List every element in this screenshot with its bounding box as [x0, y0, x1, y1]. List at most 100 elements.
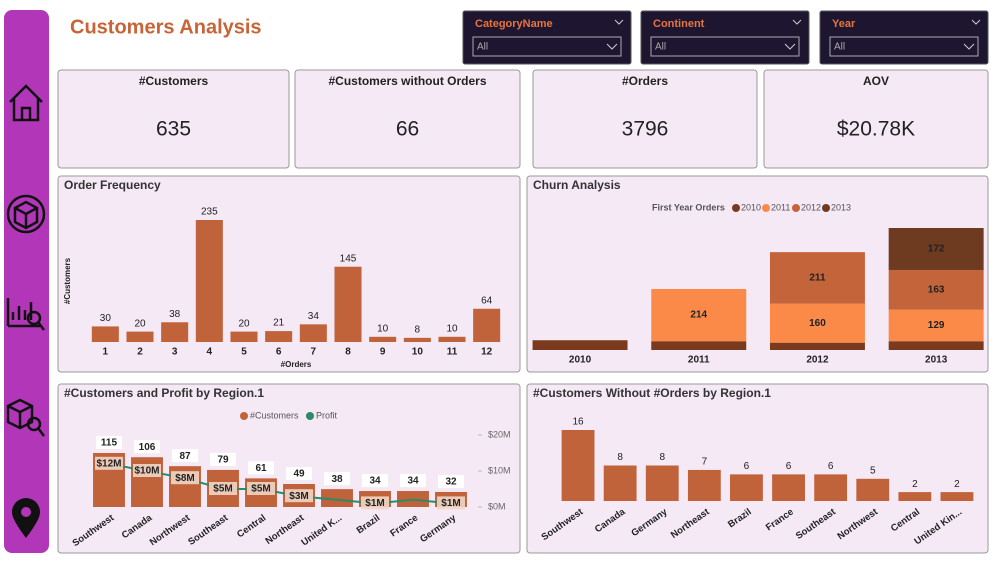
bar — [438, 336, 466, 342]
x-axis-label: #Orders — [281, 360, 312, 369]
kpi-card — [763, 69, 989, 169]
line — [108, 462, 452, 505]
location-icon-dot — [21, 507, 31, 517]
data-label: 214 — [690, 310, 707, 321]
kpi-value: $20.78K — [837, 118, 915, 141]
legend-marker — [822, 204, 830, 212]
data-label: 38 — [331, 474, 343, 485]
bar — [856, 478, 890, 501]
bar-segment — [888, 269, 984, 310]
location-icon[interactable] — [12, 498, 40, 538]
bar-segment — [769, 342, 865, 350]
kpi-label: #Customers without Orders — [328, 74, 486, 88]
y2-tick-label: $20M — [488, 429, 511, 439]
y2-tick-label: $0M — [488, 501, 506, 511]
filter-dropdown[interactable] — [472, 36, 622, 57]
data-label: 79 — [217, 455, 229, 466]
data-label-bg — [171, 471, 199, 485]
bar — [473, 308, 501, 342]
data-label: 145 — [340, 253, 357, 264]
chart-title: Churn Analysis — [533, 178, 621, 192]
bar-segment — [769, 303, 865, 343]
data-label: 172 — [928, 244, 945, 255]
bar — [265, 331, 293, 342]
bar — [940, 492, 974, 501]
data-label: 235 — [201, 207, 218, 218]
bar — [403, 337, 431, 342]
data-label: 87 — [179, 451, 191, 462]
bar — [772, 474, 805, 501]
bar — [299, 324, 327, 342]
filter-label: CategoryName — [475, 18, 553, 30]
filter-value: All — [834, 42, 845, 53]
chart-panel — [526, 383, 989, 554]
filter-chevron — [614, 19, 624, 25]
data-label: 5 — [870, 465, 876, 476]
data-label: $3M — [289, 491, 308, 502]
data-label: 106 — [139, 442, 156, 453]
data-label: 21 — [273, 318, 285, 329]
y2-tick-label: $10M — [488, 465, 511, 475]
legend-label: Profit — [316, 410, 338, 420]
report-icon[interactable] — [6, 298, 40, 328]
chart-title: #Customers Without #Orders by Region.1 — [533, 386, 771, 400]
chart-panel — [57, 175, 521, 373]
x-tick-label: 1 — [103, 347, 109, 358]
data-label-bg — [95, 456, 123, 470]
filter-dropdown[interactable] — [650, 36, 800, 57]
filter-label: Continent — [653, 18, 705, 30]
bar — [603, 465, 637, 501]
bar — [561, 430, 595, 501]
bar — [334, 266, 362, 342]
data-label: 6 — [786, 461, 792, 472]
filter-chevron — [792, 19, 802, 25]
kpi-label: #Orders — [622, 74, 668, 88]
bar-segment — [888, 309, 984, 342]
data-label: 115 — [101, 438, 118, 449]
data-label: 6 — [828, 461, 834, 472]
bar-segment — [651, 341, 747, 350]
bar — [730, 474, 763, 501]
data-label: $10M — [134, 466, 159, 477]
bar — [898, 492, 932, 501]
data-label: 34 — [369, 476, 381, 487]
x-tick-label: 3 — [172, 347, 178, 358]
product-icon[interactable] — [6, 194, 46, 234]
kpi-value: 635 — [156, 118, 191, 141]
data-label: 38 — [169, 309, 181, 320]
x-tick-label: 11 — [447, 347, 458, 358]
data-label: 20 — [238, 318, 250, 329]
data-label: $12M — [96, 458, 121, 469]
data-label: 6 — [744, 461, 750, 472]
data-label-bg — [172, 449, 198, 463]
data-label: 211 — [809, 273, 826, 284]
bar — [321, 489, 353, 507]
data-label: 2 — [954, 479, 960, 490]
bar — [91, 326, 119, 342]
data-label: 20 — [134, 318, 146, 329]
filter-dropdown[interactable] — [829, 36, 979, 57]
data-label-bg — [361, 496, 389, 510]
data-label-bg — [285, 489, 313, 503]
legend-marker — [732, 204, 740, 212]
bar-segment — [888, 228, 984, 270]
data-label: 129 — [928, 320, 945, 331]
legend-title: First Year Orders — [652, 202, 725, 212]
x-tick-label: 7 — [311, 347, 317, 358]
data-label: 2 — [912, 479, 918, 490]
data-label-bg — [247, 482, 275, 495]
kpi-label: #Customers — [139, 74, 209, 88]
bar-segment — [651, 289, 747, 342]
search-icon[interactable] — [6, 398, 34, 430]
chart-title: #Customers and Profit by Region.1 — [64, 386, 264, 400]
data-label-bg — [324, 472, 350, 486]
x-tick-label: 10 — [412, 347, 424, 358]
home-icon[interactable] — [9, 84, 43, 122]
kpi-card — [532, 69, 758, 169]
bar-segment — [769, 252, 865, 304]
data-label-bg — [96, 436, 122, 449]
nav-icons — [6, 84, 46, 437]
x-tick-label: 2013 — [925, 355, 948, 366]
x-tick-label: 5 — [241, 347, 247, 358]
